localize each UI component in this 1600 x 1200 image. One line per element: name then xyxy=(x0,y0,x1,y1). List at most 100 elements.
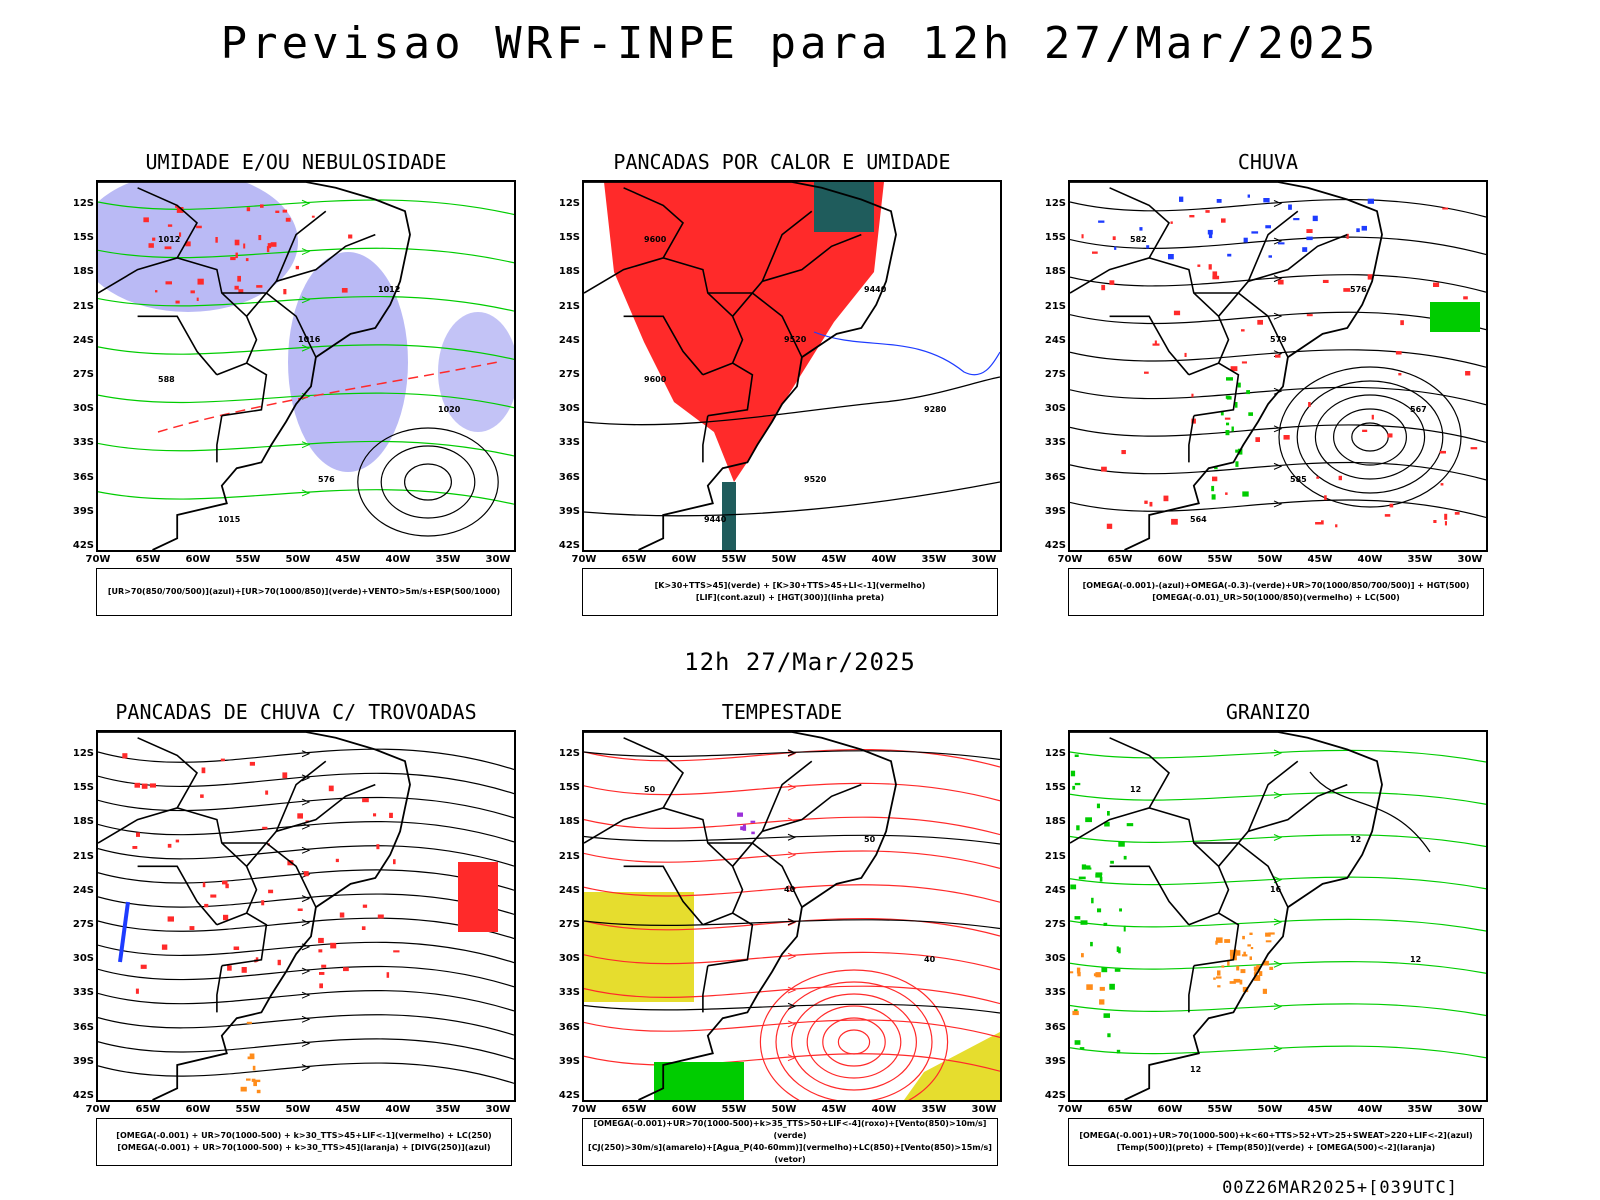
low-humidity-contour xyxy=(98,440,514,457)
hail-omega-marker xyxy=(1269,966,1274,970)
water-contour-arrow xyxy=(787,885,797,893)
storm-marker xyxy=(189,926,195,930)
height-contour-arrow xyxy=(1273,462,1283,470)
strong-instability-area xyxy=(814,182,874,232)
longitude-label: 50W xyxy=(1257,1104,1283,1115)
map-frame xyxy=(96,730,516,1102)
thickness-marker xyxy=(197,278,204,285)
rain-marker xyxy=(1277,279,1284,285)
contour-label: 12 xyxy=(1130,785,1141,794)
contour-label: 9520 xyxy=(784,335,807,344)
temp850-contour-arrow xyxy=(1273,918,1283,926)
longitude-label: 35W xyxy=(435,1104,461,1115)
longitude-label: 70W xyxy=(1057,554,1083,565)
height-contour xyxy=(1070,499,1486,519)
legend-line: [OMEGA(-0.001) + UR>70(1000-500) + k>30_… xyxy=(117,1143,491,1152)
streamline-arrow xyxy=(301,798,311,806)
latitude-label: 24S xyxy=(72,884,94,896)
rain-marker xyxy=(1173,310,1181,316)
omega-marker xyxy=(1208,232,1213,239)
hail-omega-marker xyxy=(1242,986,1249,993)
wind-area xyxy=(654,1062,744,1100)
panel-title: CHUVA xyxy=(1237,150,1299,174)
temp850-contour xyxy=(1118,841,1125,847)
latitude-label: 15S xyxy=(558,782,580,794)
longitude-label: 45W xyxy=(335,554,361,565)
latitude-label: 33S xyxy=(72,437,94,449)
contour-label: 50 xyxy=(644,785,656,794)
longitude-label: 70W xyxy=(571,554,597,565)
temp850-contour xyxy=(1103,922,1108,926)
latitude-label: 18S xyxy=(72,266,94,278)
temp850-contour xyxy=(1119,908,1122,912)
state-border xyxy=(276,233,376,283)
rain-marker xyxy=(1444,521,1447,526)
longitude-label: 60W xyxy=(671,554,697,565)
storm-marker xyxy=(140,964,147,969)
state-border xyxy=(1148,257,1230,376)
rain-marker xyxy=(1152,343,1160,346)
rain-marker xyxy=(1322,279,1329,283)
low-humidity-contour-arrow xyxy=(301,344,311,352)
rain-marker xyxy=(1101,284,1106,291)
strong-omega-marker xyxy=(1211,485,1215,492)
latitude-label: 12S xyxy=(1044,748,1066,759)
panel-title: PANCADAS DE CHUVA C/ TROVOADAS xyxy=(115,700,477,724)
water-contour xyxy=(759,969,949,1100)
rain-marker xyxy=(1315,522,1322,525)
thickness-marker xyxy=(266,246,270,253)
storm-marker xyxy=(141,783,148,789)
temp850-contour-arrow xyxy=(1273,1045,1283,1053)
storm-marker xyxy=(277,959,281,966)
latitude-label: 15S xyxy=(558,232,580,244)
legend-line: [OMEGA(-0.01)_UR>50(1000/850)(vermelho) … xyxy=(1152,593,1400,602)
latitude-label: 33S xyxy=(558,987,580,999)
hail-omega-marker xyxy=(1081,953,1084,958)
storm-marker xyxy=(122,753,128,759)
temp850-contour xyxy=(1074,1040,1081,1045)
latitude-label: 15S xyxy=(1044,782,1066,794)
severe-storm-marker xyxy=(737,812,743,817)
rain-marker xyxy=(1081,234,1084,239)
wind-vector-arrow xyxy=(787,1002,797,1010)
thickness-line xyxy=(157,361,499,433)
temp850-contour xyxy=(1080,920,1088,925)
thickness-marker xyxy=(285,217,291,222)
temp850-contour xyxy=(1070,770,1076,777)
latitude-label: 21S xyxy=(558,300,580,312)
contour-label: 1015 xyxy=(218,515,241,524)
rain-marker xyxy=(1454,512,1460,515)
jet-area xyxy=(584,892,694,1002)
height-contour-arrow xyxy=(1273,312,1283,320)
streamline-arrow xyxy=(301,1064,311,1072)
streamline xyxy=(98,796,514,819)
water-contour xyxy=(584,850,1000,869)
longitude-label: 50W xyxy=(771,554,797,565)
run-timestamp: 00Z26MAR2025+[039UTC] xyxy=(1222,1178,1458,1198)
coastline xyxy=(98,182,411,550)
latitude-label: 39S xyxy=(72,1055,94,1067)
contour-label: 12 xyxy=(1190,1065,1201,1074)
longitude-label: 70W xyxy=(571,1104,597,1115)
hail-omega-marker xyxy=(1262,960,1269,966)
latitude-label: 33S xyxy=(72,987,94,999)
thickness-marker xyxy=(179,232,182,237)
longitude-label: 50W xyxy=(1257,554,1283,565)
state-border xyxy=(1193,842,1289,908)
strong-omega-marker xyxy=(1226,396,1232,400)
latitude-label: 18S xyxy=(558,816,580,828)
storm-marker xyxy=(222,880,228,885)
rain-marker xyxy=(1442,207,1449,210)
latitude-label: 18S xyxy=(1044,266,1066,278)
streamline xyxy=(98,869,514,891)
contour-label: 1012 xyxy=(378,285,400,294)
storm-marker xyxy=(319,972,325,975)
hail-omega-marker xyxy=(1070,971,1074,974)
thickness-marker xyxy=(164,246,172,250)
strong-omega-marker xyxy=(1235,461,1239,467)
temp850-contour xyxy=(1114,968,1121,972)
longitude-label: 45W xyxy=(821,554,847,565)
water-contour xyxy=(822,1017,886,1067)
longitude-label: 60W xyxy=(1157,1104,1183,1115)
longitude-label: 30W xyxy=(1457,1104,1483,1115)
